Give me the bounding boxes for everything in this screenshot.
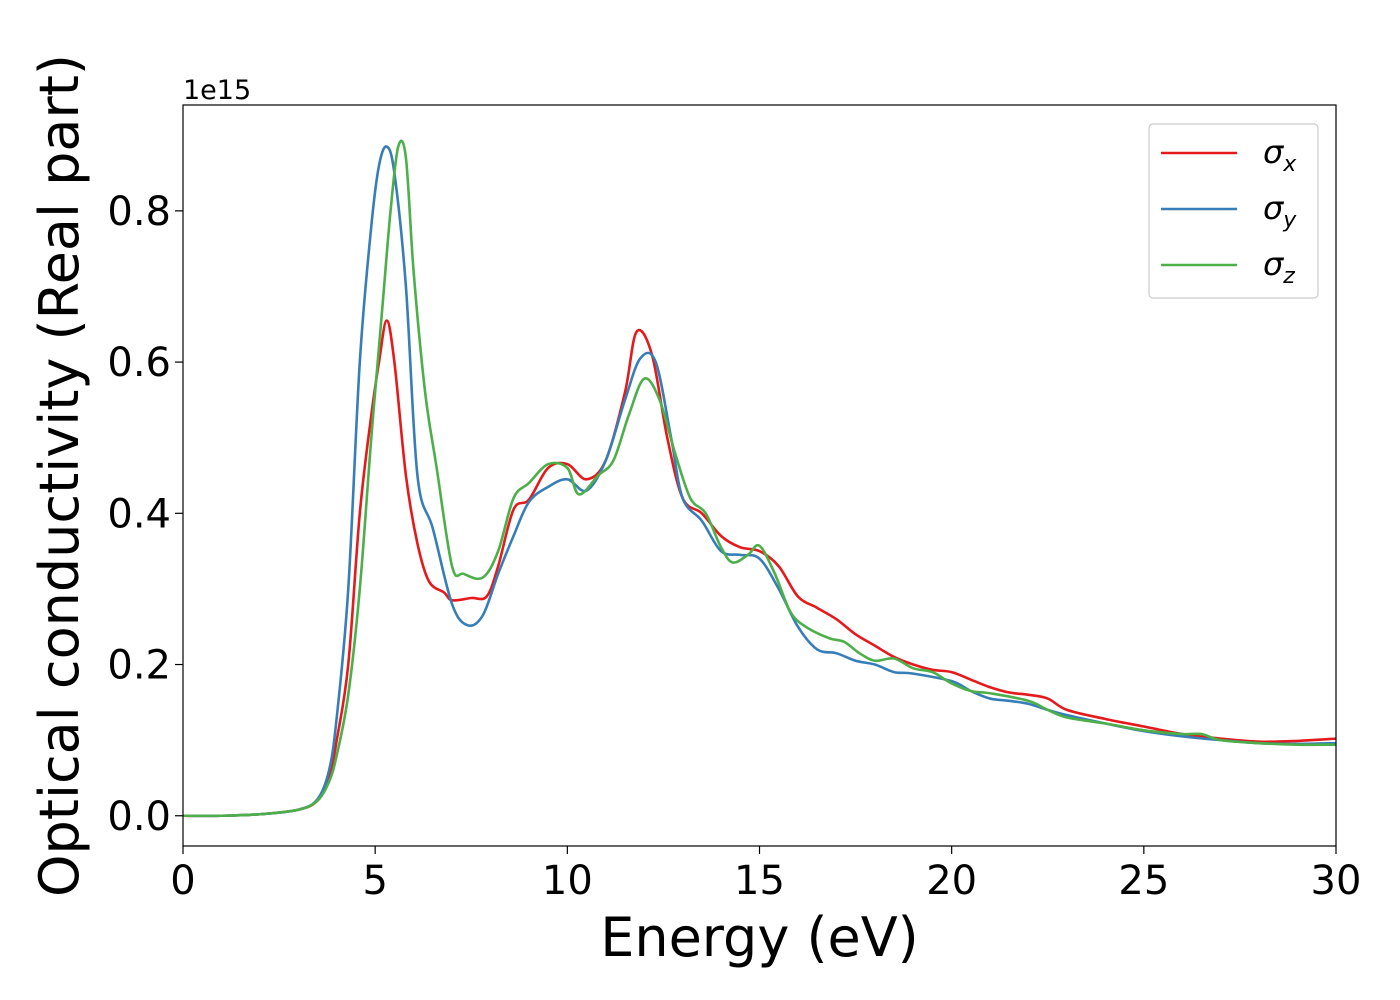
- x-tick-label: 20: [926, 858, 977, 904]
- legend-label-x: σx: [1263, 133, 1297, 177]
- y-tick-label: 0.8: [107, 189, 171, 235]
- y-axis-ticks: 0.0 0.2 0.4 0.6 0.8: [107, 189, 183, 840]
- x-tick-label: 5: [362, 858, 387, 904]
- x-tick-label: 0: [170, 858, 195, 904]
- x-tick-label: 15: [734, 858, 785, 904]
- y-tick-label: 0.6: [107, 340, 171, 386]
- y-tick-label: 0.0: [107, 794, 171, 840]
- legend: σx σy σz: [1148, 123, 1319, 299]
- series-line-z: [183, 139, 1336, 818]
- series-line-y: [183, 145, 1336, 818]
- y-tick-label: 0.4: [107, 491, 171, 537]
- y-tick-label: 0.2: [107, 643, 171, 689]
- x-tick-label: 30: [1311, 858, 1362, 904]
- series-line-x: [183, 319, 1336, 818]
- legend-label-y: σy: [1263, 189, 1297, 233]
- x-axis-title: Energy (eV): [600, 906, 919, 969]
- x-tick-label: 10: [542, 858, 593, 904]
- legend-label-z: σz: [1263, 245, 1295, 289]
- y-axis-title: Optical conductivity (Real part): [28, 54, 91, 897]
- y-axis-offset-label: 1e15: [183, 75, 251, 106]
- x-tick-label: 25: [1118, 858, 1169, 904]
- legend-box: [1148, 123, 1319, 299]
- x-axis-ticks: 0 5 10 15 20 25 30: [170, 846, 1361, 904]
- series-layer: [183, 139, 1336, 818]
